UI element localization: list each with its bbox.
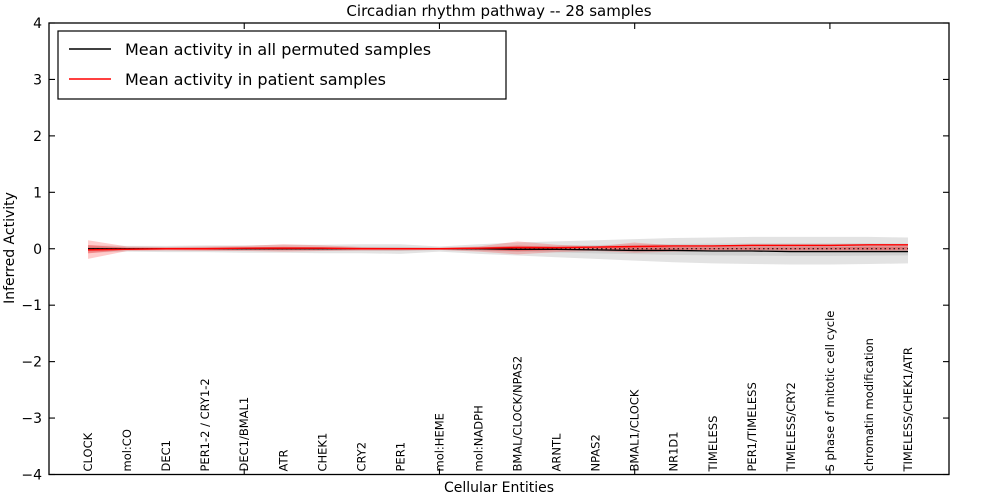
x-tick-label: TIMELESS/CRY2 <box>784 382 798 472</box>
y-tick-label: 4 <box>33 16 42 32</box>
y-tick-label: 3 <box>33 72 42 88</box>
band-layer <box>88 236 909 265</box>
legend-box <box>57 30 507 100</box>
x-tick-label: NR1D1 <box>667 431 681 471</box>
x-tick-label: CLOCK <box>81 432 95 471</box>
legend: Mean activity in all permuted samples Me… <box>57 30 507 100</box>
x-tick-label: CRY2 <box>354 442 368 472</box>
x-tick-label: mol:HEME <box>432 413 446 471</box>
x-tick-label: ATR <box>276 450 290 472</box>
x-tick-label: DEC1/BMAL1 <box>237 397 251 472</box>
x-tick-label: BMAL/CLOCK/NPAS2 <box>511 356 525 472</box>
x-tick-label: PER1 <box>393 442 407 472</box>
y-axis-label: Inferred Activity <box>2 192 18 304</box>
x-tick-label: PER1-2 / CRY1-2 <box>198 378 212 471</box>
legend-label-patient: Mean activity in patient samples <box>125 70 386 89</box>
x-tick-label: S phase of mitotic cell cycle <box>823 311 837 472</box>
x-tick-label: mol:NADPH <box>472 405 486 471</box>
y-tick-label-layer: −4 −3 −2 −1 0 1 2 3 4 <box>21 16 42 484</box>
patient-mean-line <box>88 244 909 251</box>
tick-layer <box>49 22 949 476</box>
x-tick-label: PER1/TIMELESS <box>745 382 759 471</box>
x-tick-label: chromatin modification <box>862 338 876 471</box>
x-tick-label: DEC1 <box>159 440 173 471</box>
x-tick-label: TIMELESS <box>706 416 720 473</box>
y-tick-label: −4 <box>21 468 42 484</box>
legend-label-permuted: Mean activity in all permuted samples <box>125 40 431 59</box>
x-tick-label: ARNTL <box>550 433 564 471</box>
y-tick-label: −1 <box>21 298 42 314</box>
y-tick-label: 2 <box>33 129 42 145</box>
x-tick-label: TIMELESS/CHEK1/ATR <box>901 347 915 472</box>
x-tick-label-layer: CLOCK mol:CO DEC1 PER1-2 / CRY1-2 DEC1/BMAL1… <box>81 311 915 473</box>
y-tick-label: 1 <box>33 185 42 201</box>
x-tick-label: BMAL1/CLOCK <box>628 389 642 471</box>
permuted-range-band <box>88 236 909 265</box>
line-layer <box>88 244 909 253</box>
x-tick-label: mol:CO <box>120 429 134 471</box>
chart-title: Circadian rhythm pathway -- 28 samples <box>346 2 651 20</box>
x-tick-label: CHEK1 <box>315 433 329 472</box>
y-tick-label: −3 <box>21 411 42 427</box>
x-axis-label: Cellular Entities <box>444 480 554 496</box>
y-tick-label: −2 <box>21 355 42 371</box>
y-tick-label: 0 <box>33 242 42 258</box>
x-tick-label: NPAS2 <box>589 434 603 471</box>
